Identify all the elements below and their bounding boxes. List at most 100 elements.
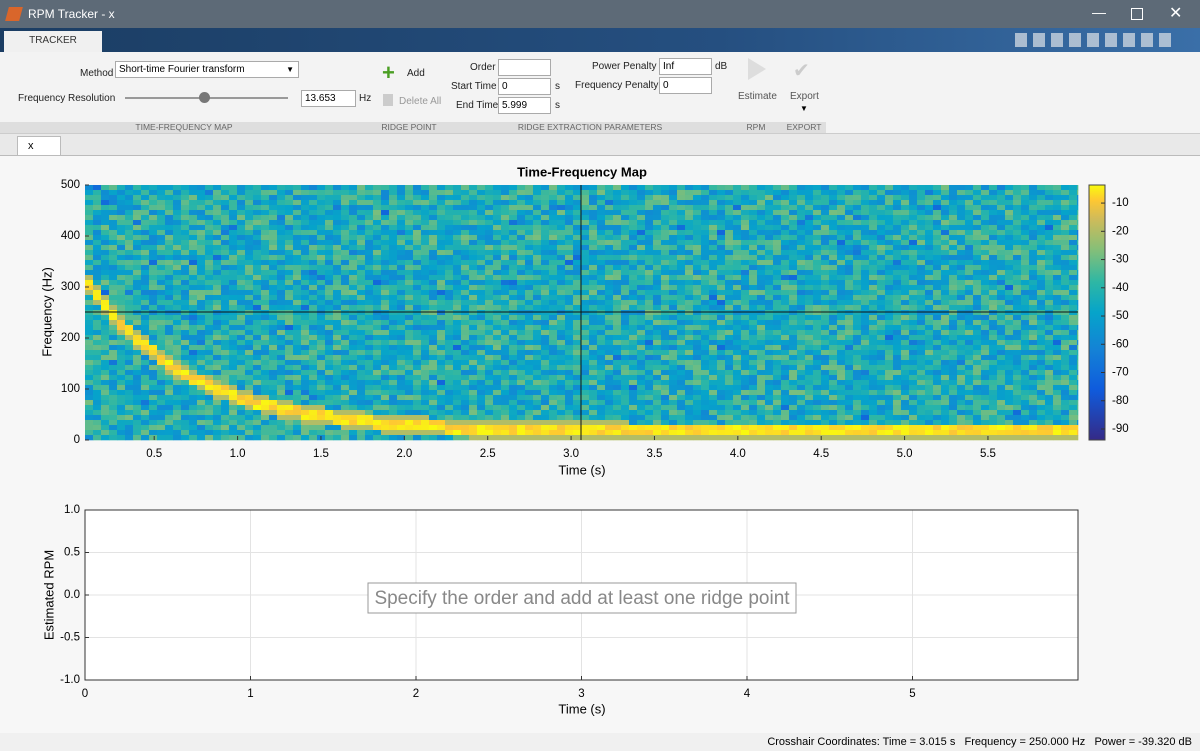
heatmap-cell: [685, 395, 694, 401]
heatmap-cell: [509, 425, 518, 431]
heatmap-cell: [685, 300, 694, 306]
heatmap-cell: [517, 310, 526, 316]
heatmap-cell: [109, 365, 118, 371]
heatmap-cell: [493, 335, 502, 341]
heatmap-cell: [157, 235, 166, 241]
heatmap-cell: [221, 300, 230, 306]
heatmap-cell: [645, 255, 654, 261]
heatmap-cell: [365, 240, 374, 246]
heatmap-cell: [541, 200, 550, 206]
heatmap-cell: [685, 240, 694, 246]
heatmap-cell: [629, 275, 638, 281]
heatmap-cell: [349, 215, 358, 221]
heatmap-cell: [309, 360, 318, 366]
heatmap-cell: [261, 245, 270, 251]
heatmap-cell: [557, 355, 566, 361]
resolution-input[interactable]: 13.653: [301, 90, 356, 107]
heatmap-cell: [269, 405, 278, 411]
heatmap-cell: [301, 375, 310, 381]
heatmap-cell: [837, 420, 846, 426]
order-input[interactable]: [498, 59, 551, 76]
heatmap-cell: [341, 435, 350, 441]
heatmap-cell: [341, 375, 350, 381]
heatmap-cell: [413, 390, 422, 396]
heatmap-cell: [293, 340, 302, 346]
heatmap-cell: [269, 420, 278, 426]
heatmap-cell: [613, 350, 622, 356]
heatmap-cell: [637, 385, 646, 391]
heatmap-cell: [133, 405, 142, 411]
heatmap-cell: [709, 340, 718, 346]
heatmap-cell: [501, 300, 510, 306]
heatmap-cell: [805, 315, 814, 321]
heatmap-cell: [605, 285, 614, 291]
heatmap-cell: [509, 370, 518, 376]
heatmap-cell: [701, 315, 710, 321]
heatmap-cell: [381, 310, 390, 316]
heatmap-cell: [589, 285, 598, 291]
heatmap-cell: [165, 325, 174, 331]
heatmap-cell: [453, 250, 462, 256]
heatmap-cell: [653, 275, 662, 281]
heatmap-cell: [293, 190, 302, 196]
heatmap-cell: [757, 200, 766, 206]
heatmap-cell: [397, 185, 406, 191]
heatmap-cell: [445, 360, 454, 366]
close-button[interactable]: ✕: [1169, 5, 1183, 22]
export-button[interactable]: Export: [790, 91, 819, 102]
heatmap-cell: [389, 305, 398, 311]
minimize-button[interactable]: —: [1092, 4, 1106, 20]
heatmap-cell: [853, 420, 862, 426]
heatmap-cell: [405, 290, 414, 296]
heatmap-cell: [637, 275, 646, 281]
heatmap-cell: [205, 245, 214, 251]
power-penalty-input[interactable]: Inf: [659, 58, 712, 75]
heatmap-cell: [93, 235, 102, 241]
heatmap-cell: [269, 290, 278, 296]
heatmap-cell: [101, 190, 110, 196]
heatmap-cell: [253, 400, 262, 406]
heatmap-cell: [821, 195, 830, 201]
heatmap-cell: [725, 280, 734, 286]
heatmap-cell: [389, 225, 398, 231]
heatmap-cell: [421, 315, 430, 321]
heatmap-cell: [325, 255, 334, 261]
heatmap-cell: [445, 380, 454, 386]
heatmap-cell: [141, 380, 150, 386]
heatmap-cell: [741, 230, 750, 236]
heatmap-cell: [149, 410, 158, 416]
maximize-button[interactable]: [1131, 8, 1143, 20]
heatmap-cell: [693, 265, 702, 271]
heatmap-cell: [429, 190, 438, 196]
heatmap-cell: [605, 415, 614, 421]
heatmap-cell: [333, 405, 342, 411]
quick-access-toolbar[interactable]: [1015, 33, 1175, 47]
add-icon[interactable]: +: [382, 60, 395, 85]
method-dropdown[interactable]: Short-time Fourier transform ▼: [115, 61, 299, 78]
end-time-input[interactable]: 5.999: [498, 97, 551, 114]
export-arrow[interactable]: ▼: [800, 104, 808, 113]
heatmap-cell: [805, 240, 814, 246]
add-button[interactable]: Add: [407, 68, 425, 79]
start-time-input[interactable]: 0: [498, 78, 551, 95]
frequency-penalty-input[interactable]: 0: [659, 77, 712, 94]
heatmap-cell: [421, 235, 430, 241]
heatmap-cell: [213, 415, 222, 421]
document-tab[interactable]: x: [17, 136, 61, 155]
tracker-tab[interactable]: TRACKER: [4, 31, 102, 52]
heatmap-cell: [389, 195, 398, 201]
heatmap-cell: [413, 280, 422, 286]
heatmap-cell: [557, 275, 566, 281]
estimate-button[interactable]: Estimate: [738, 91, 777, 102]
slider-thumb[interactable]: [199, 92, 210, 103]
heatmap-cell: [213, 250, 222, 256]
heatmap-cell: [701, 405, 710, 411]
heatmap-cell: [661, 265, 670, 271]
heatmap-cell: [285, 190, 294, 196]
heatmap-cell: [173, 380, 182, 386]
delete-all-button[interactable]: Delete All: [399, 96, 442, 107]
heatmap-cell: [597, 400, 606, 406]
heatmap-cell: [565, 275, 574, 281]
heatmap-cell: [525, 265, 534, 271]
heatmap-cell: [821, 325, 830, 331]
